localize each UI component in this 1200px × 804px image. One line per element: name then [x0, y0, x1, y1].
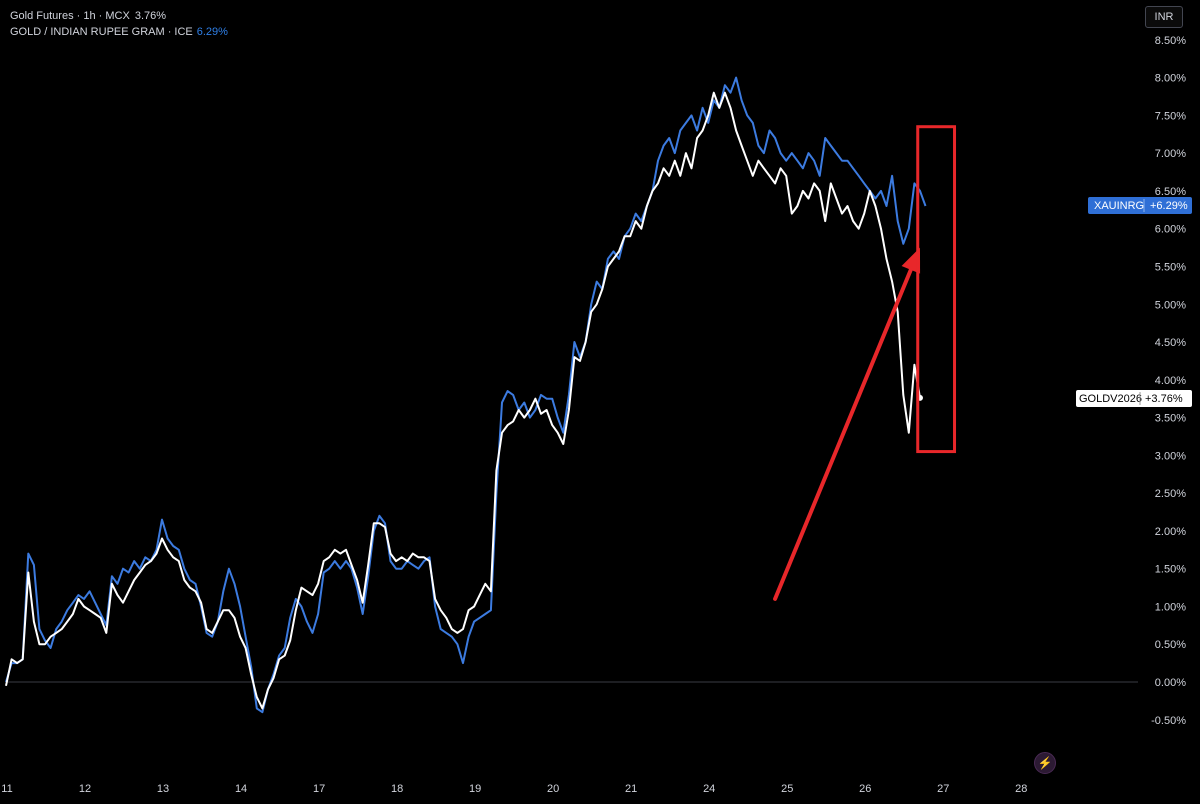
series-line-xauinrg	[5, 76, 927, 714]
chart-legend: Gold Futures · 1h · MCX 3.76% GOLD / INDI…	[10, 8, 228, 40]
x-tick-label: 12	[79, 783, 91, 795]
y-tick-label: 4.50%	[1155, 337, 1186, 349]
y-tick-label: 6.50%	[1155, 186, 1186, 198]
badge-xauinrg-label: XAUINRG	[1094, 200, 1144, 212]
highlight-box	[916, 125, 957, 454]
badge-xauinrg-value: +6.29%	[1150, 200, 1188, 212]
badge-goldv2026-label: GOLDV2026	[1079, 393, 1142, 405]
series-line-goldv2026	[5, 91, 921, 710]
y-tick-label: 0.50%	[1155, 639, 1186, 651]
x-tick-label: 25	[781, 783, 793, 795]
x-tick-label: 26	[859, 783, 871, 795]
price-badges: XAUINRG +6.29% GOLDV2026 +3.76%	[1076, 197, 1192, 407]
x-tick-label: 19	[469, 783, 481, 795]
y-tick-label: 4.00%	[1155, 375, 1186, 387]
x-tick-label: 20	[547, 783, 559, 795]
y-tick-label: 2.00%	[1155, 526, 1186, 538]
currency-button[interactable]: INR	[1145, 6, 1183, 28]
badge-goldv2026-value: +3.76%	[1145, 393, 1183, 405]
y-axis: 8.50% 8.00% 7.50% 7.00% 6.50% 6.00% 5.50% 5.00%…	[1151, 35, 1186, 727]
legend-gold-futures-value: 3.76%	[134, 10, 167, 22]
y-tick-label: 3.00%	[1155, 450, 1186, 462]
arrow-head	[901, 247, 921, 274]
badge-goldv2026-bg	[1076, 390, 1192, 407]
y-tick-label: -0.50%	[1151, 715, 1186, 727]
y-tick-label: 1.00%	[1155, 601, 1186, 613]
x-tick-label: 28	[1015, 783, 1027, 795]
legend-xauinrg-value: 6.29%	[196, 26, 228, 38]
y-tick-label: 5.50%	[1155, 261, 1186, 273]
y-tick-label: 3.50%	[1155, 413, 1186, 425]
x-tick-label: 18	[391, 783, 403, 795]
x-tick-label: 21	[625, 783, 637, 795]
y-tick-label: 0.00%	[1155, 677, 1186, 689]
y-tick-label: 7.50%	[1155, 110, 1186, 122]
y-tick-label: 5.00%	[1155, 299, 1186, 311]
y-tick-label: 1.50%	[1155, 564, 1186, 576]
legend-gold-futures-label: Gold Futures · 1h · MCX	[10, 10, 130, 22]
y-tick-label: 8.50%	[1155, 35, 1186, 47]
x-tick-label: 17	[313, 783, 325, 795]
x-tick-label: 27	[937, 783, 949, 795]
legend-xauinrg-label: GOLD / INDIAN RUPEE GRAM · ICE	[10, 26, 193, 38]
y-tick-label: 8.00%	[1155, 73, 1186, 85]
legend-row-gold-futures: Gold Futures · 1h · MCX 3.76%	[10, 8, 228, 24]
series-layer	[5, 76, 927, 714]
x-axis: 11 12 13 14 17 18 19 20 21 24 25 26 27 28	[1, 783, 1027, 795]
legend-row-xauinrg: GOLD / INDIAN RUPEE GRAM · ICE 6.29%	[10, 24, 228, 40]
y-tick-label: 2.50%	[1155, 488, 1186, 500]
x-tick-label: 24	[703, 783, 715, 795]
x-tick-label: 13	[157, 783, 169, 795]
y-tick-label: 6.00%	[1155, 224, 1186, 236]
x-tick-label: 14	[235, 783, 247, 795]
lightning-icon[interactable]: ⚡	[1034, 752, 1056, 774]
annotation-layer	[773, 125, 957, 601]
x-tick-label: 11	[1, 783, 12, 795]
badge-xauinrg-bg	[1088, 197, 1192, 215]
arrow-shaft	[773, 267, 913, 601]
y-tick-label: 7.00%	[1155, 148, 1186, 160]
